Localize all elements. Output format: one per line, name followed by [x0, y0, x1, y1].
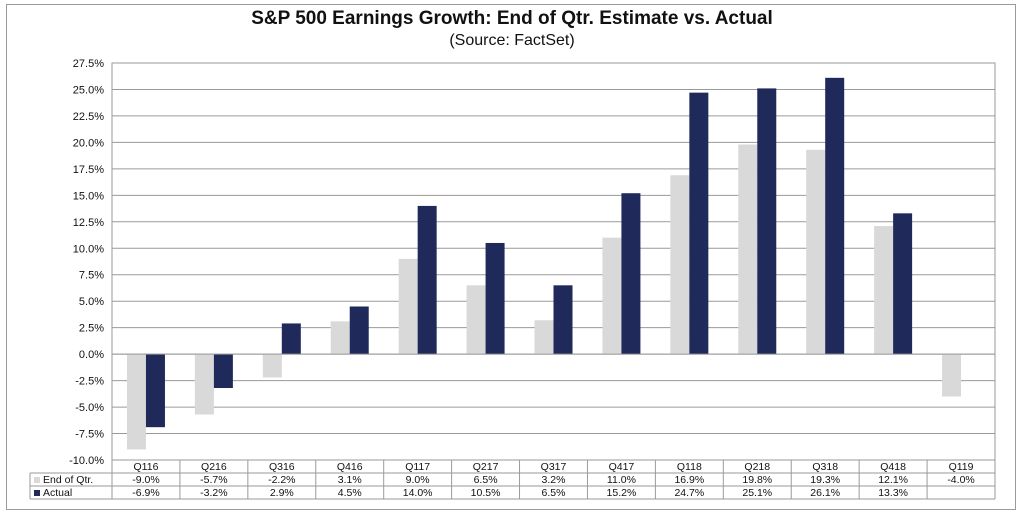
- data-label-estimate: 3.2%: [542, 474, 566, 486]
- chart-subtitle: (Source: FactSet): [449, 32, 575, 49]
- y-tick-label: 20.0%: [73, 137, 104, 149]
- plot-border: [111, 62, 996, 461]
- bar-estimate: [874, 226, 894, 355]
- chart-title: S&P 500 Earnings Growth: End of Qtr. Est…: [251, 8, 773, 29]
- y-tick-label: -7.5%: [75, 429, 104, 441]
- y-tick-label: 22.5%: [73, 111, 104, 123]
- bar-estimate: [738, 144, 758, 355]
- data-label-actual: -3.2%: [200, 487, 227, 499]
- y-tick-label: 2.5%: [79, 323, 104, 335]
- data-label-actual: 2.9%: [270, 487, 294, 499]
- bar-actual: [757, 88, 777, 355]
- bar-actual: [417, 205, 437, 355]
- bar-actual: [145, 354, 165, 428]
- x-tick-label: Q317: [541, 461, 567, 473]
- x-tick-label: Q218: [744, 461, 770, 473]
- bar-actual: [689, 92, 709, 355]
- data-label-estimate: 19.3%: [810, 474, 840, 486]
- x-tick-label: Q119: [949, 461, 974, 473]
- bar-actual: [553, 285, 573, 355]
- y-tick-label: 5.0%: [79, 296, 104, 308]
- y-tick-label: 7.5%: [79, 270, 104, 282]
- legend-label: End of Qtr.: [43, 474, 93, 486]
- data-label-actual: 24.7%: [674, 487, 704, 499]
- y-tick-label: 12.5%: [73, 217, 104, 229]
- data-label-actual: 15.2%: [607, 487, 637, 499]
- bar-estimate: [126, 354, 146, 450]
- y-tick-label: 15.0%: [73, 190, 104, 202]
- bar-actual: [485, 242, 505, 355]
- y-tick-label: 0.0%: [79, 349, 104, 361]
- bar-actual: [281, 323, 301, 355]
- bar-estimate: [194, 354, 214, 415]
- y-tick-label: -2.5%: [75, 376, 104, 388]
- data-label-actual: 10.5%: [471, 487, 501, 499]
- bar-estimate: [602, 237, 622, 355]
- bar-estimate: [330, 321, 350, 355]
- data-label-actual: 6.5%: [542, 487, 566, 499]
- bar-estimate: [262, 354, 282, 378]
- bar-estimate: [806, 149, 826, 355]
- data-label-actual: 25.1%: [742, 487, 772, 499]
- bar-actual: [893, 213, 913, 355]
- bar-estimate: [942, 354, 962, 397]
- bar-estimate: [466, 285, 486, 355]
- data-label-estimate: 16.9%: [674, 474, 704, 486]
- data-label-actual: -6.9%: [132, 487, 159, 499]
- y-tick-label: 25.0%: [73, 84, 104, 96]
- data-label-estimate: 19.8%: [742, 474, 772, 486]
- y-tick-label: -5.0%: [75, 402, 104, 414]
- x-tick-label: Q417: [609, 461, 635, 473]
- legend-swatch: [34, 490, 40, 496]
- data-label-actual: 13.3%: [878, 487, 908, 499]
- x-tick-label: Q318: [812, 461, 838, 473]
- y-tick-label: 27.5%: [73, 58, 104, 70]
- data-label-estimate: 12.1%: [878, 474, 908, 486]
- data-label-estimate: 9.0%: [406, 474, 430, 486]
- x-tick-label: Q118: [677, 461, 702, 473]
- legend-swatch: [34, 477, 40, 483]
- data-label-actual: 14.0%: [403, 487, 433, 499]
- x-tick-label: Q418: [880, 461, 906, 473]
- bar-actual: [621, 193, 641, 355]
- bar-estimate: [670, 175, 690, 355]
- data-label-estimate: -4.0%: [947, 474, 974, 486]
- data-label-estimate: 3.1%: [338, 474, 362, 486]
- y-tick-label: 17.5%: [73, 164, 104, 176]
- data-label-estimate: 6.5%: [474, 474, 498, 486]
- bar-actual: [825, 77, 845, 355]
- bar-estimate: [534, 320, 554, 355]
- x-tick-label: Q117: [405, 461, 430, 473]
- legend-label: Actual: [43, 487, 72, 499]
- data-label-actual: 4.5%: [338, 487, 362, 499]
- x-tick-label: Q316: [269, 461, 295, 473]
- chart-frame: [6, 4, 1016, 510]
- x-tick-label: Q116: [134, 461, 159, 473]
- data-label-estimate: 11.0%: [607, 474, 636, 486]
- data-label-actual: 26.1%: [810, 487, 840, 499]
- y-tick-label: 10.0%: [73, 243, 104, 255]
- bar-actual: [213, 354, 233, 389]
- x-tick-label: Q216: [201, 461, 227, 473]
- bar-estimate: [398, 258, 418, 355]
- data-label-estimate: -9.0%: [132, 474, 159, 486]
- data-label-estimate: -5.7%: [200, 474, 227, 486]
- bar-actual: [349, 306, 369, 355]
- data-label-estimate: -2.2%: [268, 474, 295, 486]
- x-tick-label: Q217: [473, 461, 499, 473]
- x-tick-label: Q416: [337, 461, 363, 473]
- y-tick-label: -10.0%: [69, 455, 104, 467]
